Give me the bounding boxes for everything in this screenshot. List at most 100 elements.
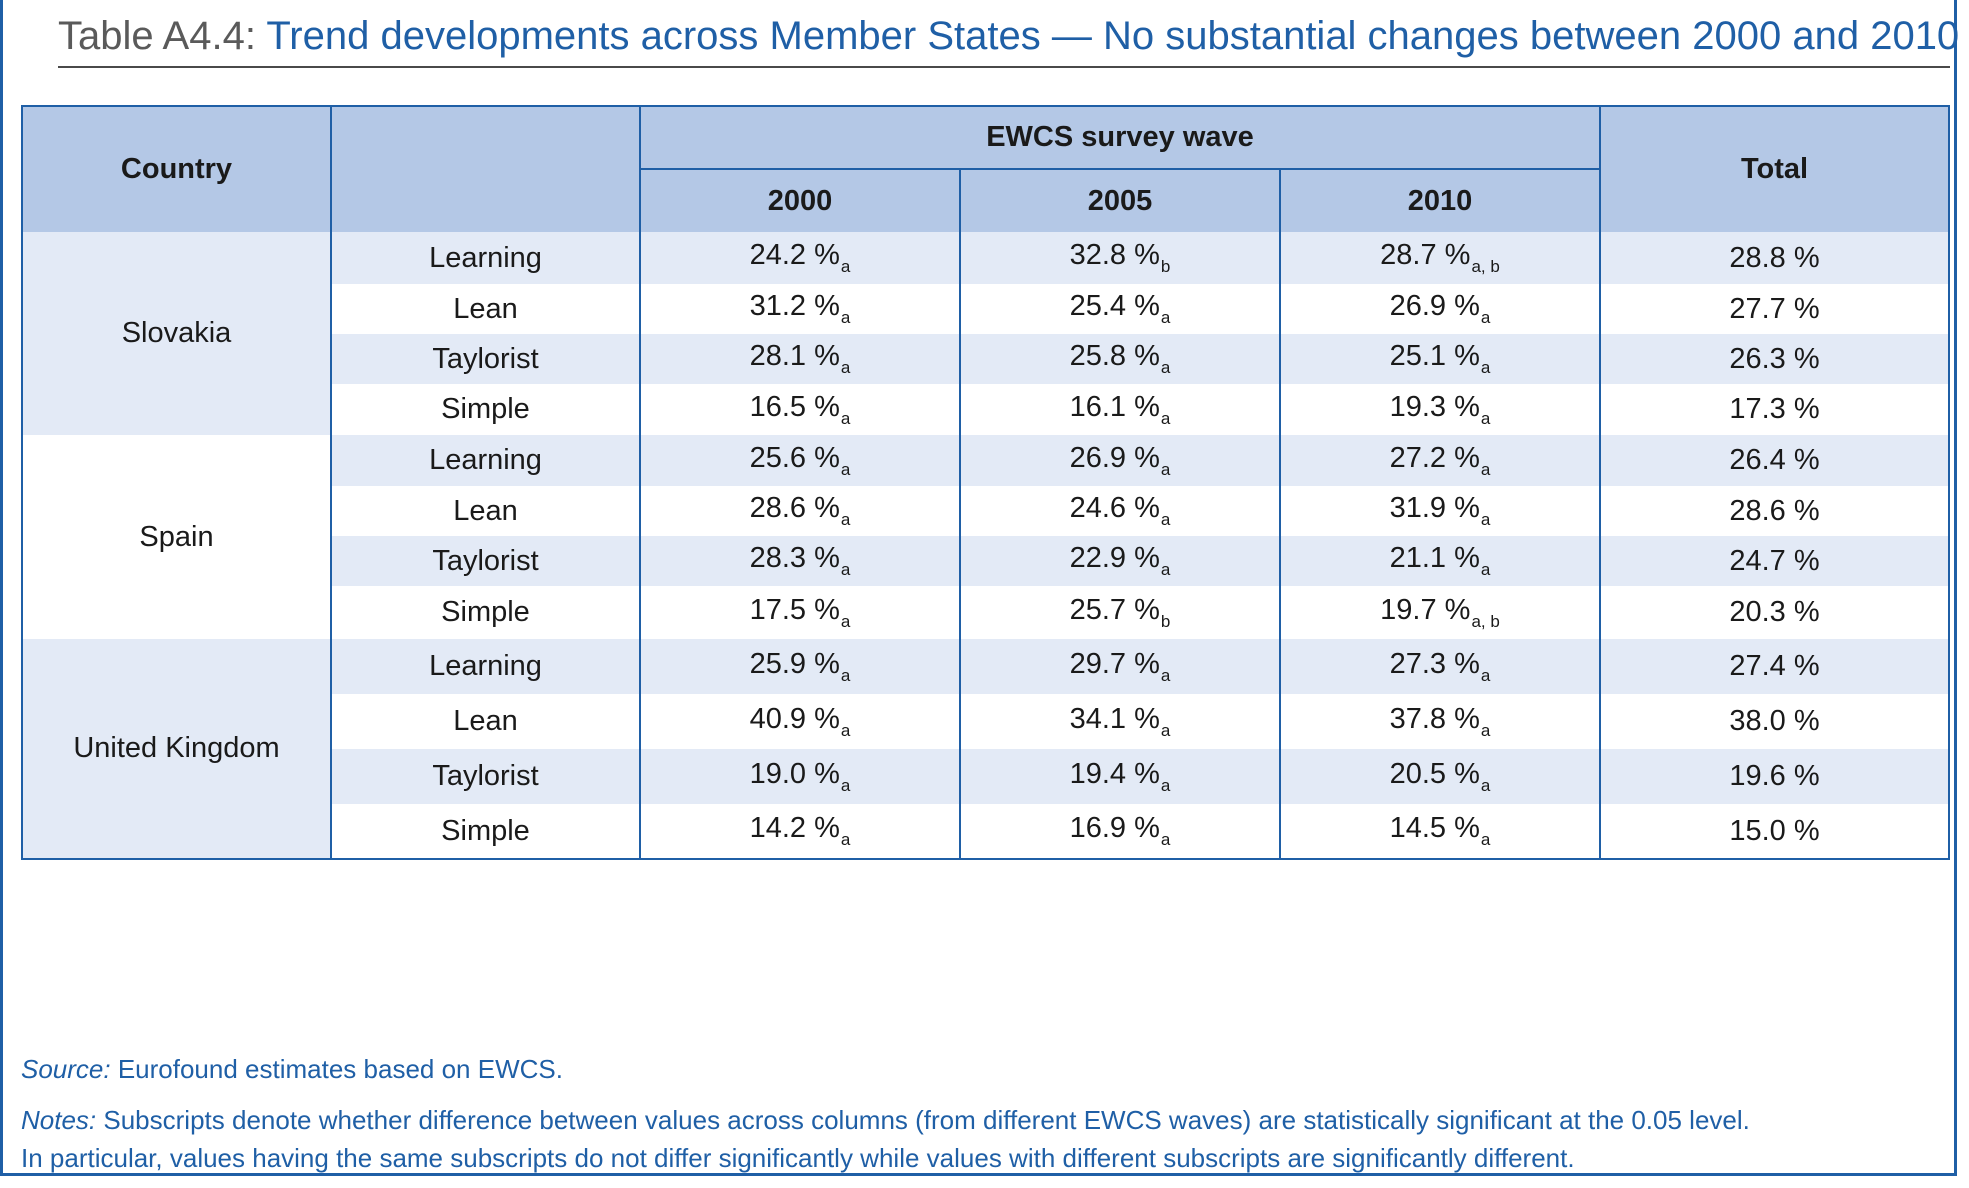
value-2010: 19.7 %a, b bbox=[1380, 594, 1500, 631]
value-2005: 26.9 %a bbox=[1069, 441, 1171, 479]
significance-subscript: a bbox=[1160, 408, 1171, 428]
value-cell-2000: 25.6 %a bbox=[640, 435, 961, 486]
value-cell-2010: 27.2 %a bbox=[1280, 435, 1601, 486]
work-type-cell: Learning bbox=[331, 435, 641, 486]
significance-subscript: a bbox=[840, 358, 851, 377]
significance-subscript: a bbox=[1480, 408, 1491, 428]
value-number: 25.9 % bbox=[749, 647, 840, 680]
value-number: 16.1 % bbox=[1069, 390, 1160, 423]
value-cell-2005: 24.6 %a bbox=[960, 486, 1281, 536]
value-number: 34.1 % bbox=[1069, 702, 1160, 735]
table-title: Table A4.4: Trend developments across Me… bbox=[58, 10, 1959, 68]
value-cell-2000: 19.0 %a bbox=[640, 749, 961, 804]
total-cell: 28.6 % bbox=[1600, 486, 1949, 536]
table-row: Slovakia Learning 24.2 %a 32.8 %b 28.7 %a, b… bbox=[22, 232, 1949, 435]
significance-subscript: b bbox=[1160, 257, 1171, 276]
significance-subscript: a bbox=[840, 611, 851, 631]
value-cell-2005: 34.1 %a bbox=[960, 694, 1281, 749]
value-2005: 16.1 %a bbox=[1069, 390, 1171, 428]
value-number: 28.1 % bbox=[749, 340, 840, 372]
value-cell-2005: 16.9 %a bbox=[960, 804, 1281, 859]
significance-subscript: a bbox=[1480, 665, 1491, 685]
value-2010: 27.3 %a bbox=[1390, 648, 1491, 685]
work-type-cell: Lean bbox=[331, 284, 641, 334]
significance-subscript: a bbox=[840, 665, 851, 685]
value-number: 31.2 % bbox=[749, 290, 840, 322]
value-cell-2005: 29.7 %a bbox=[960, 639, 1281, 694]
value-number: 19.4 % bbox=[1069, 757, 1160, 790]
value-cell-2010: 31.9 %a bbox=[1280, 486, 1601, 536]
value-cell-2005: 25.8 %a bbox=[960, 334, 1281, 384]
significance-subscript: a, b bbox=[1471, 611, 1500, 631]
value-number: 19.3 % bbox=[1389, 390, 1480, 423]
value-2000: 28.3 %a bbox=[749, 542, 851, 579]
significance-subscript: a bbox=[840, 308, 851, 327]
value-2005: 29.7 %a bbox=[1070, 648, 1171, 685]
significance-subscript: a bbox=[1160, 358, 1171, 377]
value-cell-2010: 19.3 %a bbox=[1280, 384, 1601, 435]
value-number: 26.9 % bbox=[1069, 441, 1160, 474]
country-cell: United Kingdom bbox=[22, 639, 332, 859]
significance-subscript: a bbox=[840, 775, 851, 795]
value-2000: 16.5 %a bbox=[750, 391, 851, 428]
notes-text-1: Subscripts denote whether difference bet… bbox=[96, 1105, 1750, 1135]
significance-subscript: a bbox=[1160, 510, 1171, 529]
value-2005: 32.8 %b bbox=[1070, 239, 1171, 276]
value-cell-2010: 28.7 %a, b bbox=[1280, 232, 1601, 284]
total-cell: 15.0 % bbox=[1600, 804, 1949, 859]
work-type-cell: Learning bbox=[331, 232, 641, 284]
value-number: 24.6 % bbox=[1069, 492, 1160, 524]
value-cell-2010: 21.1 %a bbox=[1280, 536, 1601, 586]
value-2010: 31.9 %a bbox=[1390, 492, 1491, 529]
value-2005: 25.8 %a bbox=[1070, 340, 1171, 377]
value-number: 28.3 % bbox=[749, 542, 840, 574]
work-type-cell: Learning bbox=[331, 639, 641, 694]
value-cell-2000: 28.1 %a bbox=[640, 334, 961, 384]
value-2010: 27.2 %a bbox=[1390, 442, 1491, 479]
country-cell: Slovakia bbox=[22, 232, 332, 435]
value-2010: 19.3 %a bbox=[1389, 390, 1491, 428]
value-cell-2000: 14.2 %a bbox=[640, 804, 961, 859]
value-2000: 28.1 %a bbox=[749, 340, 851, 377]
significance-subscript: a bbox=[1480, 720, 1491, 740]
table-row: Taylorist 28.1 %a 25.8 %a 25.1 %a 26.3 % bbox=[22, 334, 1949, 384]
value-number: 19.0 % bbox=[749, 757, 840, 790]
value-number: 21.1 % bbox=[1389, 542, 1480, 574]
value-2010: 37.8 %a bbox=[1390, 703, 1491, 740]
work-type-cell: Lean bbox=[331, 694, 641, 749]
total-cell: 28.8 % bbox=[1600, 232, 1949, 284]
significance-subscript: a bbox=[1160, 720, 1171, 740]
significance-subscript: a bbox=[1480, 830, 1491, 849]
source-text: Eurofound estimates based on EWCS. bbox=[110, 1054, 563, 1084]
value-cell-2010: 14.5 %a bbox=[1280, 804, 1601, 859]
significance-subscript: a bbox=[1160, 308, 1171, 327]
table-row: Lean 28.6 %a 24.6 %a 31.9 %a 28.6 % bbox=[22, 486, 1949, 536]
significance-subscript: a bbox=[1480, 510, 1491, 529]
year-header-2010: 2010 bbox=[1280, 169, 1601, 232]
value-number: 28.7 % bbox=[1380, 239, 1471, 271]
significance-subscript: b bbox=[1160, 611, 1171, 631]
significance-subscript: a bbox=[1160, 775, 1171, 795]
significance-subscript: a bbox=[1480, 775, 1491, 795]
significance-subscript: a bbox=[1480, 358, 1491, 377]
work-type-cell: Taylorist bbox=[331, 749, 641, 804]
work-type-cell: Simple bbox=[331, 804, 641, 859]
value-number: 16.9 % bbox=[1069, 812, 1160, 844]
significance-subscript: a bbox=[1160, 830, 1171, 849]
value-2000: 14.2 %a bbox=[749, 812, 851, 849]
significance-subscript: a bbox=[840, 560, 851, 579]
value-cell-2010: 20.5 %a bbox=[1280, 749, 1601, 804]
table-row: United Kingdom Learning 25.9 %a 29.7 %a 27.3… bbox=[22, 639, 1949, 859]
total-cell: 38.0 % bbox=[1600, 694, 1949, 749]
value-number: 25.1 % bbox=[1389, 340, 1480, 372]
value-2005: 24.6 %a bbox=[1069, 492, 1171, 529]
source-label: Source: bbox=[21, 1054, 111, 1084]
value-cell-2010: 25.1 %a bbox=[1280, 334, 1601, 384]
total-header: Total bbox=[1600, 106, 1949, 232]
value-2005: 25.7 %b bbox=[1070, 594, 1171, 631]
significance-subscript: a bbox=[840, 510, 851, 529]
value-number: 14.2 % bbox=[749, 812, 840, 844]
year-header-2000: 2000 bbox=[640, 169, 961, 232]
value-2000: 25.9 %a bbox=[749, 647, 851, 685]
